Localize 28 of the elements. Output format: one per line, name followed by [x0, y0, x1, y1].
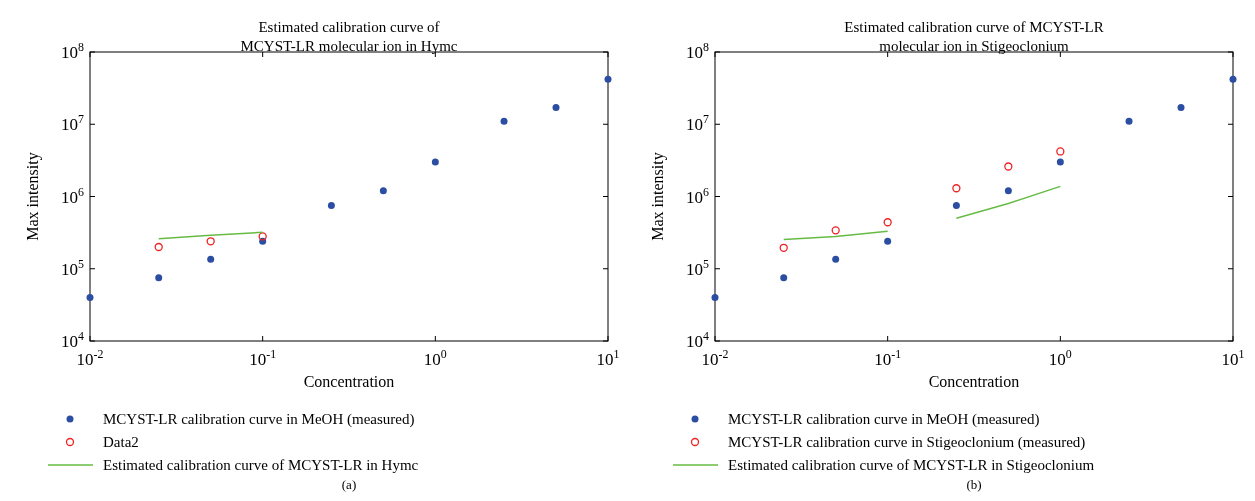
- y-tick-label: 10$^{7}$: [61, 112, 85, 135]
- y-tick-label: 10$^{6}$: [686, 184, 710, 207]
- y-tick-label: 10$^{5}$: [686, 256, 710, 279]
- x-tick-label: 10$^{1}$: [596, 347, 620, 369]
- y-tick-label: 10$^{7}$: [686, 112, 710, 135]
- x-tick-label: 10$^{-1}$: [249, 347, 277, 369]
- legend-label: Data2: [103, 434, 139, 450]
- legend-label: MCYST-LR calibration curve in MeOH (measured): [728, 411, 1040, 428]
- x-tick-label: 10$^{0}$: [423, 347, 447, 369]
- legend-label: MCYST-LR calibration curve in MeOH (measured): [103, 411, 415, 428]
- legend-label: MCYST-LR calibration curve in Stigeoclonium (measured): [728, 434, 1086, 451]
- text: (a): [341, 477, 357, 492]
- y-tick-label: 10$^{6}$: [61, 184, 85, 207]
- chart-title: Estimated calibration curve of MCYST-LR molecular ion in Hymc: [240, 19, 458, 54]
- x-axis-title: Concentration: [928, 373, 1020, 390]
- x-axis-title: Concentration: [303, 373, 395, 390]
- y-axis-title: Max intensity: [649, 152, 667, 241]
- y-tick-label: 10$^{8}$: [61, 40, 85, 62]
- legend-label: Estimated calibration curve of MCYST-LR in Hymc: [103, 457, 419, 473]
- chart-title: Estimated calibration curve of MCYST-LR molecular ion in Stigeoclonium: [844, 19, 1104, 54]
- legend-label: Estimated calibration curve of MCYST-LR in Stigeoclonium: [728, 457, 1095, 473]
- y-axis-title: Max intensity: [24, 152, 42, 241]
- text: (b): [966, 477, 982, 492]
- y-tick-label: 10$^{8}$: [686, 40, 710, 62]
- x-tick-label: 10$^{-1}$: [874, 347, 902, 369]
- x-tick-label: 10$^{0}$: [1048, 347, 1072, 369]
- y-tick-label: 10$^{5}$: [61, 256, 85, 279]
- x-tick-label: 10$^{1}$: [1221, 347, 1245, 369]
